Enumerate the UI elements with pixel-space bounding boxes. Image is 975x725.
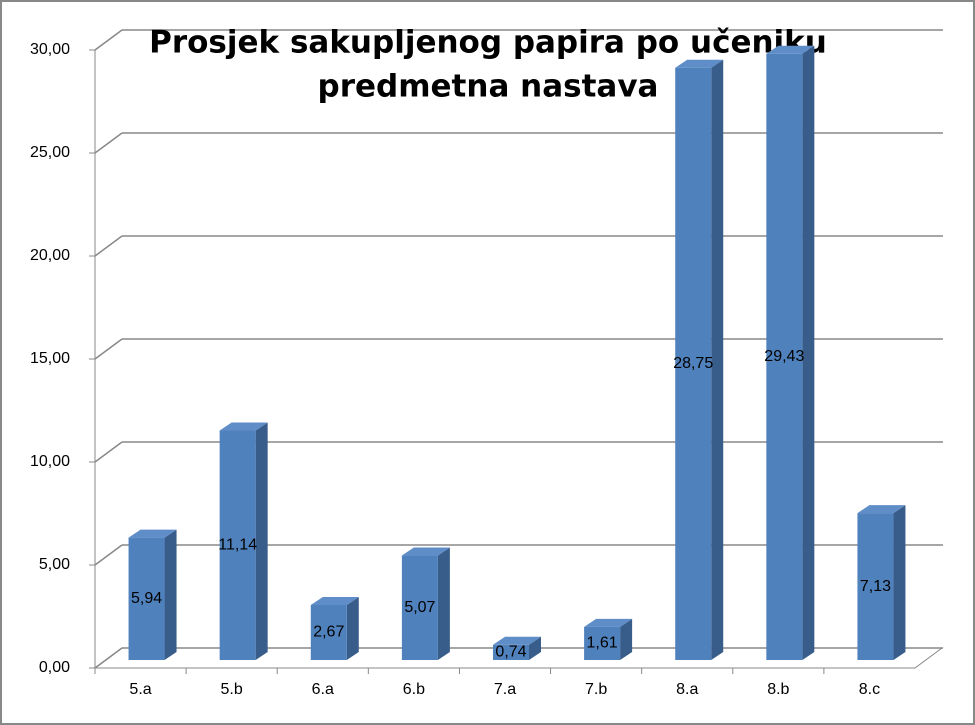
x-tick-label: 5.b — [221, 681, 243, 698]
y-tick-label: 10,00 — [30, 453, 70, 470]
y-tick-label: 15,00 — [30, 350, 70, 367]
bar — [310, 604, 347, 660]
y-tick-label: 30,00 — [30, 41, 70, 58]
bar — [401, 555, 438, 660]
y-tick-label: 0,00 — [39, 659, 70, 676]
bar-side — [164, 529, 177, 660]
grid-line — [94, 647, 123, 669]
bar — [857, 513, 894, 660]
x-tick-label: 8.b — [767, 681, 789, 698]
data-label: 0,74 — [495, 644, 526, 661]
y-tick-label: 25,00 — [30, 144, 70, 161]
bar-top — [584, 618, 633, 627]
bar-top — [857, 505, 906, 514]
data-label: 1,61 — [587, 635, 618, 652]
x-tick-label: 6.b — [403, 681, 425, 698]
chart-title: predmetna nastava — [318, 69, 659, 105]
bar-side — [529, 636, 541, 660]
bar — [128, 537, 165, 660]
bar-side — [620, 618, 633, 660]
bar-top — [310, 596, 359, 605]
data-label: 5,94 — [131, 590, 162, 607]
x-tick-label: 5.a — [129, 681, 151, 698]
y-tick-label: 5,00 — [39, 556, 70, 573]
x-tick-label: 8.c — [859, 681, 880, 698]
bar-top — [493, 636, 541, 645]
grid-line — [94, 29, 123, 51]
chart-title: Prosjek sakupljenog papira po učeniku — [149, 25, 827, 61]
bar-top — [766, 45, 815, 54]
grid-line — [94, 441, 123, 463]
data-label: 11,14 — [218, 536, 257, 553]
bar-top — [128, 529, 177, 538]
bar-top — [401, 547, 450, 556]
data-label: 29,43 — [764, 348, 804, 365]
bar — [493, 644, 529, 660]
bar-top — [219, 422, 268, 431]
bar-top — [675, 59, 724, 68]
bar-side — [802, 45, 815, 660]
bar-side — [711, 59, 724, 660]
grid-line — [94, 544, 123, 566]
data-label: 5,07 — [404, 599, 435, 616]
data-label: 2,67 — [313, 624, 344, 641]
data-label: 28,75 — [673, 355, 713, 372]
bar — [219, 430, 256, 660]
bar — [766, 53, 803, 660]
x-tick-label: 6.a — [312, 681, 334, 698]
grid-line — [94, 235, 123, 257]
x-tick-label: 7.b — [585, 681, 607, 698]
y-tick-label: 20,00 — [30, 247, 70, 264]
grid-line — [94, 132, 123, 154]
grid-line — [94, 338, 123, 360]
bar — [584, 626, 621, 660]
bar-side — [437, 547, 450, 660]
x-tick-label: 7.a — [494, 681, 516, 698]
bar-side — [893, 505, 906, 660]
bar-side — [255, 422, 268, 660]
data-label: 7,13 — [860, 578, 891, 595]
x-tick-label: 8.a — [676, 681, 698, 698]
bar-side — [346, 596, 359, 660]
bar — [675, 67, 712, 660]
